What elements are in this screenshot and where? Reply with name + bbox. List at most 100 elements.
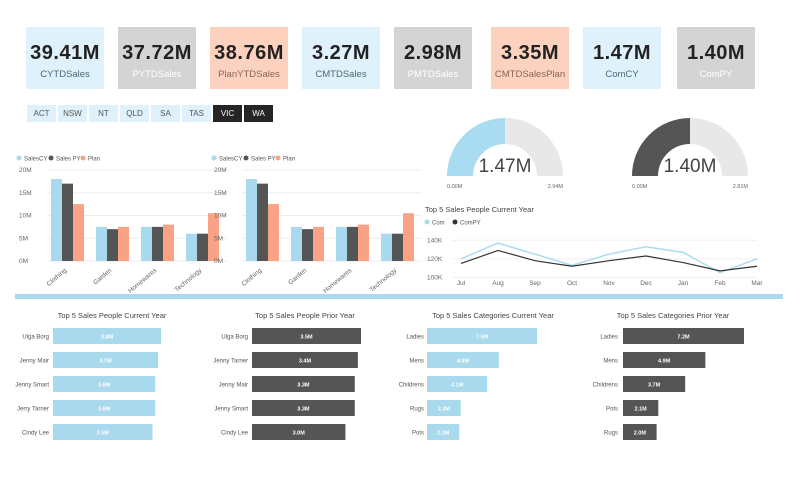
kpi-label: CMTDSales (315, 69, 367, 80)
line-compy (460, 249, 758, 272)
slicer-button-qld[interactable]: QLD (120, 105, 149, 122)
y-tick-label: 15M (19, 190, 32, 197)
line-chart-title: Top 5 Sales People Current Year (425, 205, 534, 214)
hbar-bar (623, 424, 657, 440)
kpi-label: ComCY (605, 69, 639, 80)
slicer-button-nsw[interactable]: NSW (58, 105, 87, 122)
hbar-data-label: 3.7M (648, 383, 661, 389)
hbar-data-label: 3.3M (297, 383, 310, 389)
x-tick-label: Jul (457, 280, 466, 287)
legend-marker (275, 155, 281, 161)
y-tick-label: 10M (19, 213, 32, 220)
hbar-bar (53, 376, 156, 392)
bar-plan (163, 224, 174, 261)
bar-salescy (96, 226, 107, 261)
kpi-card-plan-ytd-sales: 38.76M PlanYTDSales (210, 27, 288, 89)
x-tick-label: Aug (492, 280, 504, 287)
gauge-fill (632, 118, 690, 176)
bar-sales-py (62, 183, 73, 261)
bar-salescy (246, 179, 257, 261)
kpi-value: 38.76M (214, 42, 284, 64)
y-tick-label: 20M (19, 167, 32, 174)
hbar-bar (427, 424, 460, 440)
bar-sales-py (107, 229, 118, 261)
x-tick-label: Technology (174, 267, 204, 294)
slicer-button-act[interactable]: ACT (27, 105, 56, 122)
slicer-button-sa[interactable]: SA (151, 105, 180, 122)
hbar-bar (427, 376, 488, 392)
y-tick-label: 20M (214, 167, 227, 174)
kpi-card-com-py: 1.40M ComPY (677, 27, 755, 89)
hbar-data-label: 3.0M (293, 431, 306, 437)
bar-plan (313, 226, 324, 261)
hbar-category-label: Jenny Smart (15, 383, 49, 389)
slicer-button-tas[interactable]: TAS (182, 105, 211, 122)
hbar-category-label: Cindy Lee (22, 431, 50, 437)
hbar-bar (623, 328, 744, 344)
x-tick-label: Nov (603, 280, 615, 287)
hbar-category-label: Mens (409, 359, 424, 365)
kpi-card-cmtd-sales-plan: 3.35M CMTDSalesPlan (491, 27, 569, 89)
bar-salescy (141, 226, 152, 261)
hbar-bar (623, 376, 686, 392)
kpi-label: CMTDSalesPlan (494, 69, 566, 80)
x-tick-label: Clothing (241, 267, 264, 288)
hbar-category-label: Ulga Borg (221, 335, 248, 341)
slicer-button-nt[interactable]: NT (89, 105, 118, 122)
slicer-button-wa[interactable]: WA (244, 105, 273, 122)
y-tick-label: 5M (19, 235, 28, 242)
x-tick-label: Feb (714, 280, 726, 287)
kpi-label: PlanYTDSales (218, 69, 280, 80)
bar-salescy (381, 233, 392, 261)
legend-label: SalesCY (24, 157, 47, 163)
hbar-bar (427, 352, 499, 368)
legend-label: SalesCY (219, 157, 242, 163)
bar-sales-py (347, 226, 358, 261)
y-tick-label: 0M (19, 258, 28, 265)
hbar-category-label: Childrens (593, 383, 618, 389)
bar-plan (358, 224, 369, 261)
hbar-data-label: 3.4M (299, 359, 312, 365)
gauge-max-label: 2.81M (733, 184, 749, 190)
kpi-value: 3.27M (311, 42, 371, 64)
kpi-value: 1.47M (592, 42, 652, 64)
hbar-category-label: Jenny Mair (219, 383, 248, 389)
slicer-button-vic[interactable]: VIC (213, 105, 242, 122)
kpi-value: 39.41M (30, 42, 100, 64)
bar-plan (118, 226, 129, 261)
kpi-value: 2.98M (403, 42, 463, 64)
y-tick-label: 5M (214, 235, 223, 242)
hbar-data-label: 4.9M (457, 359, 470, 365)
x-tick-label: Mar (751, 280, 763, 287)
hbar-data-label: 3.6M (98, 407, 111, 413)
bar-salescy (51, 179, 62, 261)
hbar-category-label: Ulga Borg (22, 335, 49, 341)
gauge-min-label: 0.00M (447, 184, 463, 190)
y-tick-label: 100K (427, 274, 443, 281)
kpi-value: 3.35M (500, 42, 560, 64)
bar-plan (208, 213, 219, 261)
kpi-value: 37.72M (122, 42, 192, 64)
legend-label: Sales PY (251, 157, 276, 163)
x-tick-label: Homewares (322, 267, 354, 295)
hbar-category-label: Ladies (600, 335, 618, 341)
kpi-card-pytd-sales: 37.72M PYTDSales (118, 27, 196, 89)
hbar-data-label: 4.1M (451, 383, 464, 389)
kpi-label: PYTDSales (132, 69, 182, 80)
hbar-data-label: 2.1M (635, 407, 648, 413)
hbar-data-label: 7.5M (476, 335, 489, 341)
legend-label: ComPY (460, 221, 481, 227)
hbar-bar (252, 352, 358, 368)
gauge-fill (447, 118, 505, 176)
hbar-bar (623, 400, 659, 416)
legend-label: Plan (88, 157, 100, 163)
hbar-bar (427, 328, 537, 344)
hbar-category-label: Childrens (399, 383, 424, 389)
x-tick-label: Jan (678, 280, 689, 287)
hbar-bar (53, 352, 159, 368)
bar-sales-py (392, 233, 403, 261)
x-tick-label: Sep (529, 280, 541, 287)
hbar-data-label: 3.8M (101, 335, 114, 341)
x-tick-label: Dec (640, 280, 652, 287)
bar-salescy (291, 226, 302, 261)
